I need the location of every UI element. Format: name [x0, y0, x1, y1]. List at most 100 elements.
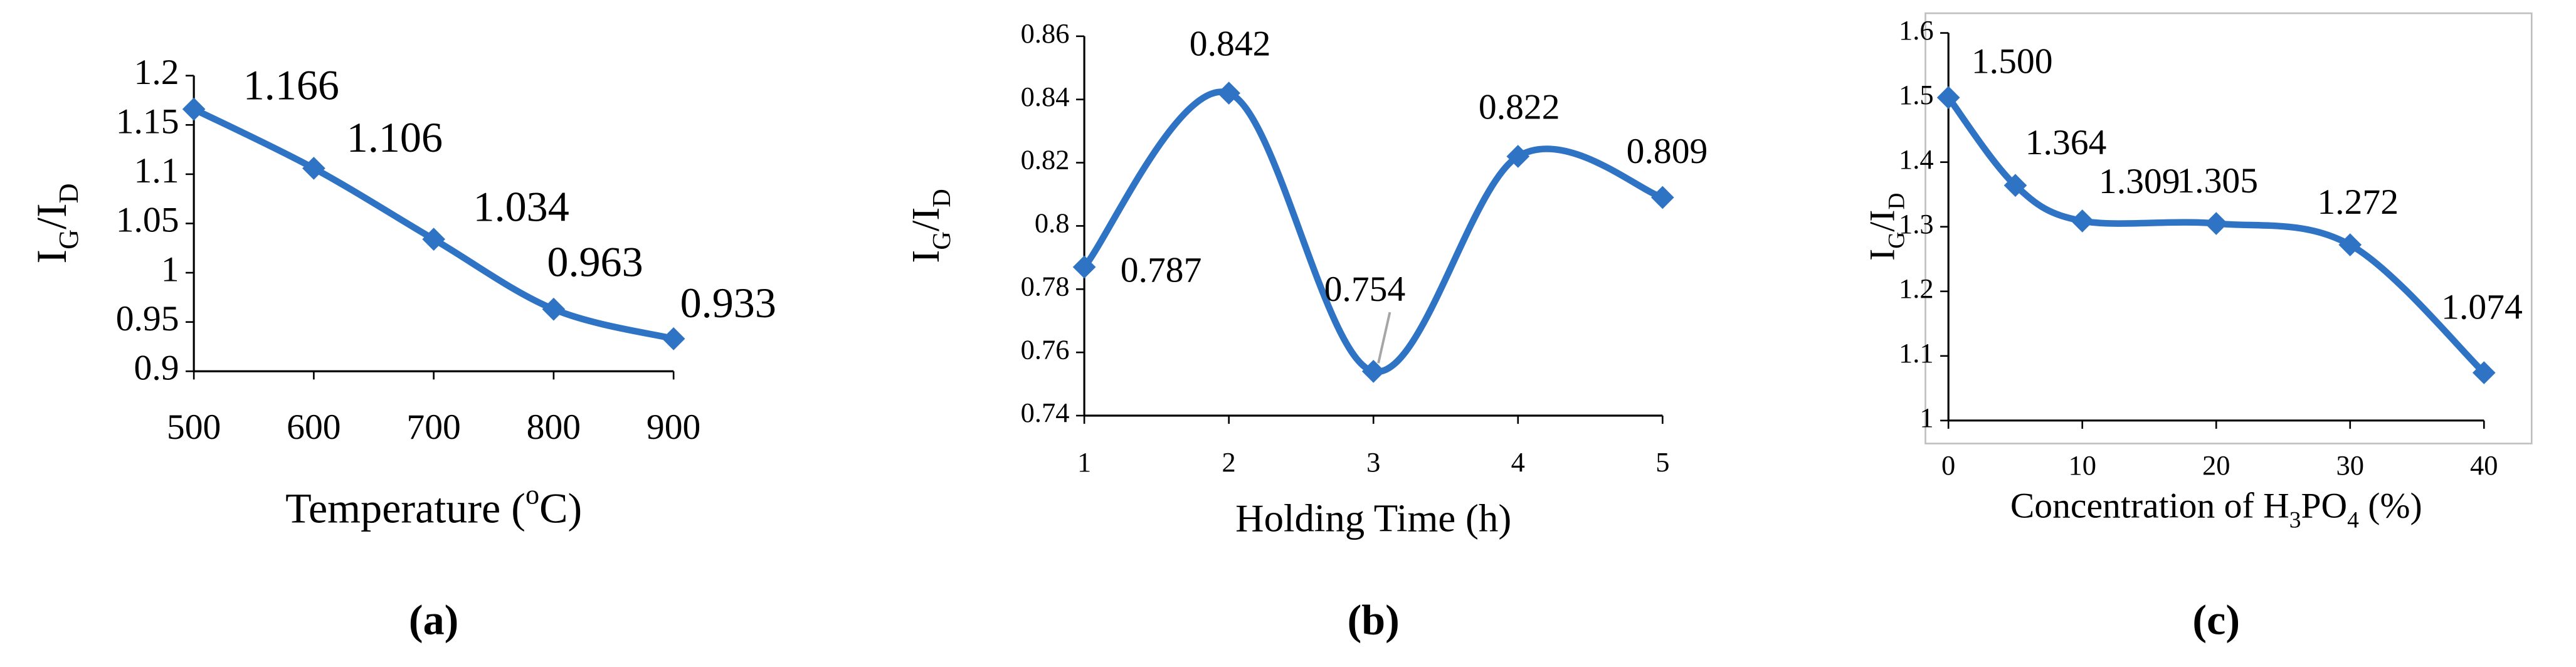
data-label: 1.364: [2025, 123, 2107, 162]
x-tick-label: 4: [1511, 446, 1525, 478]
y-tick-label: 1: [1919, 402, 1933, 433]
y-tick-label: 1: [161, 249, 179, 289]
y-tick-label: 0.86: [1021, 18, 1070, 49]
panel-label: (c): [2192, 596, 2240, 643]
y-tick-label: 0.84: [1021, 81, 1070, 112]
data-point: [1217, 81, 1241, 105]
x-tick-label: 0: [1941, 449, 1955, 481]
data-label: 0.809: [1627, 132, 1708, 171]
y-tick-label: 0.8: [1035, 207, 1070, 239]
data-label: 0.822: [1479, 87, 1560, 127]
data-point: [1072, 255, 1096, 279]
data-point: [182, 97, 206, 121]
series-line: [1082, 88, 1664, 375]
y-axis-title: IG/ID: [28, 183, 84, 263]
y-axis-title: IG/ID: [1863, 192, 1910, 261]
data-label: 1.305: [2177, 161, 2258, 201]
label-part: (%): [2359, 486, 2422, 526]
x-axis-title: Temperature (oC): [285, 479, 582, 532]
panel-label: (b): [1348, 596, 1400, 643]
data-label: 1.074: [2441, 287, 2523, 327]
y-tick-label: 1.6: [1899, 14, 1934, 46]
label-part: /I: [28, 203, 75, 229]
label-part: G: [1884, 232, 1910, 249]
x-tick-label: 800: [527, 407, 581, 447]
label-part: 3: [2289, 507, 2301, 533]
data-point: [542, 297, 566, 321]
y-tick-label: 0.74: [1021, 397, 1070, 428]
data-label: 1.272: [2317, 182, 2399, 222]
label-part: I: [28, 249, 75, 264]
label-part: D: [927, 189, 956, 207]
x-tick-label: 20: [2202, 449, 2230, 481]
data-label: 1.166: [243, 61, 339, 108]
data-point: [2472, 361, 2496, 384]
data-label: 0.787: [1121, 251, 1202, 290]
data-label: 1.034: [473, 183, 569, 231]
label-part: PO: [2301, 486, 2347, 526]
x-tick-label: 700: [406, 407, 460, 447]
y-tick-label: 0.82: [1021, 144, 1070, 176]
label-part: C): [539, 484, 582, 532]
x-axis-title: Holding Time (h): [1235, 496, 1511, 540]
label-part: Concentration of H: [2010, 486, 2289, 526]
label-part: D: [53, 183, 84, 203]
data-point: [1650, 186, 1674, 209]
y-tick-label: 1.05: [116, 201, 179, 240]
data-label: 0.933: [680, 279, 776, 327]
data-label: 1.106: [347, 113, 443, 161]
label-part: /I: [904, 207, 948, 231]
label-part: I: [904, 250, 948, 263]
data-label: 0.963: [547, 238, 643, 286]
plot-frame: [1924, 12, 2533, 444]
data-point: [1506, 145, 1530, 168]
y-tick-label: 1.1: [134, 151, 179, 191]
x-tick-label: 30: [2336, 449, 2365, 481]
data-label: 0.842: [1190, 24, 1271, 63]
y-tick-label: 1.1: [1899, 337, 1934, 369]
label-part: Temperature (: [285, 484, 525, 532]
y-tick-label: 1.4: [1899, 144, 1934, 175]
x-tick-label: 1: [1077, 446, 1091, 478]
x-tick-label: 2: [1222, 446, 1236, 478]
y-tick-label: 1.5: [1899, 79, 1934, 110]
x-tick-label: 40: [2470, 449, 2498, 481]
y-tick-label: 0.9: [134, 348, 179, 387]
x-tick-label: 900: [647, 407, 700, 447]
data-point: [2338, 233, 2362, 256]
data-label: 1.500: [1972, 41, 2053, 81]
x-tick-label: 5: [1655, 446, 1669, 478]
label-part: 4: [2347, 507, 2359, 533]
y-tick-label: 1.2: [1899, 273, 1934, 304]
panel-label: (a): [409, 596, 458, 643]
data-point: [2003, 174, 2027, 197]
x-axis-title: Concentration of H3PO4 (%): [2010, 486, 2422, 533]
data-point: [1361, 360, 1385, 383]
y-tick-label: 0.95: [116, 299, 179, 339]
label-part: o: [525, 479, 539, 510]
y-tick-label: 1.2: [134, 53, 179, 92]
data-point: [2071, 209, 2094, 233]
label-part: I: [1863, 249, 1903, 261]
y-tick-label: 1.3: [1899, 208, 1934, 239]
y-tick-label: 1.15: [116, 102, 179, 141]
label-part: /I: [1863, 210, 1903, 232]
data-label: 1.309: [2099, 162, 2180, 201]
x-tick-label: 10: [2068, 449, 2096, 481]
y-axis-title: IG/ID: [904, 189, 955, 263]
x-tick-label: 600: [287, 407, 340, 447]
leader-line: [1377, 312, 1391, 364]
data-point: [1936, 86, 1960, 109]
label-part: G: [53, 229, 84, 249]
x-tick-label: 3: [1366, 446, 1380, 478]
data-label: 0.754: [1324, 270, 1406, 309]
label-part: D: [1884, 192, 1910, 209]
label-part: G: [927, 231, 956, 250]
data-point: [2204, 212, 2228, 235]
x-tick-label: 500: [167, 407, 221, 447]
label-part: Holding Time (h): [1235, 496, 1511, 540]
y-tick-label: 0.76: [1021, 334, 1070, 365]
y-tick-label: 0.78: [1021, 270, 1070, 302]
